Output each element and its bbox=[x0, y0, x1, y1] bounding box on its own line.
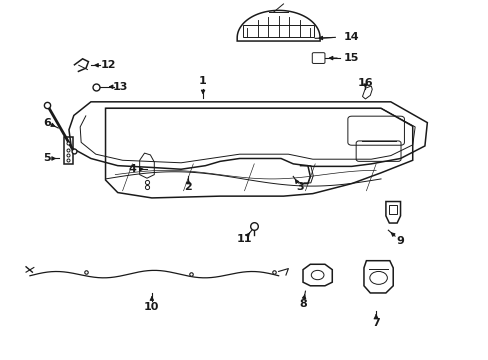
Text: 15: 15 bbox=[344, 53, 359, 63]
Text: 8: 8 bbox=[299, 299, 306, 309]
Text: 1: 1 bbox=[199, 76, 206, 86]
Text: 9: 9 bbox=[396, 236, 404, 246]
Text: 13: 13 bbox=[112, 82, 127, 92]
Text: 12: 12 bbox=[100, 60, 116, 70]
Text: 16: 16 bbox=[357, 78, 372, 88]
Text: 3: 3 bbox=[296, 182, 304, 192]
Text: 5: 5 bbox=[43, 153, 51, 163]
Text: 4: 4 bbox=[128, 164, 136, 174]
Text: 6: 6 bbox=[43, 118, 51, 128]
Text: 14: 14 bbox=[343, 32, 359, 41]
Text: 2: 2 bbox=[184, 182, 192, 192]
Text: 10: 10 bbox=[144, 302, 159, 312]
Text: 11: 11 bbox=[236, 234, 252, 244]
Text: 7: 7 bbox=[371, 319, 379, 328]
